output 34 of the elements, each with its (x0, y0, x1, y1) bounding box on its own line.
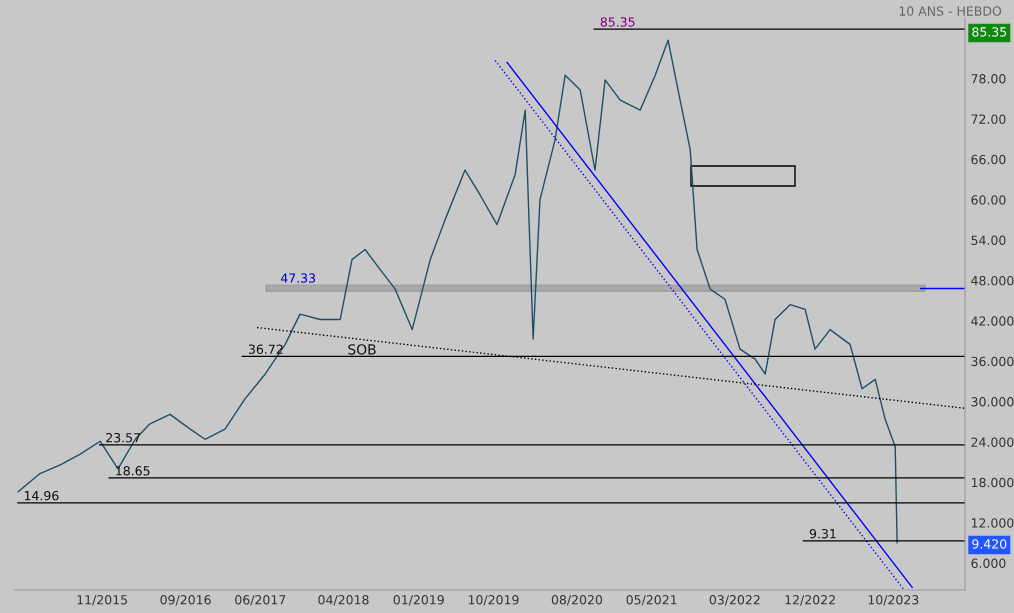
y-tick-label: 30.000 (971, 397, 1014, 407)
text: 10 ANS - HEBDO (899, 6, 1002, 16)
band-label: 47.33 (280, 273, 316, 283)
x-tick-label: 05/2021 (626, 595, 677, 606)
y-tick-label: 78.00 (971, 74, 1006, 84)
ref-line-label: 14.96 (24, 490, 59, 501)
y-tick-label: 66.00 (971, 154, 1006, 165)
ref-line-label: 85.35 (600, 17, 635, 27)
x-tick-label: 08/2020 (551, 595, 603, 606)
y-tick-label: 60.00 (971, 195, 1006, 205)
annotation: SOB (348, 344, 376, 355)
y-tick-label: 36.000 (971, 356, 1014, 367)
x-tick-label: 10/2023 (868, 595, 919, 606)
x-tick-label: 09/2016 (160, 595, 211, 606)
y-tick-label: 48.000 (971, 275, 1014, 286)
y-tick-label: 24.000 (971, 437, 1014, 447)
y-tick-label: 6.000 (971, 558, 1006, 569)
y-tick-label: 42.000 (971, 316, 1014, 326)
ref-line-label: 18.65 (116, 466, 150, 476)
text: 85.35 (972, 27, 1007, 37)
y-tick-label: 54.00 (971, 235, 1006, 245)
x-tick-label: 12/2022 (785, 595, 835, 606)
y-tick-label: 12.000 (971, 518, 1014, 528)
text: 9.420 (972, 539, 1007, 549)
x-tick-label: 06/2017 (235, 595, 286, 606)
y-tick-label: 72.00 (971, 114, 1006, 124)
y-tick-label: 18.000 (971, 477, 1014, 488)
x-tick-label: 11/2015 (77, 595, 127, 606)
x-tick-label: 10/2019 (468, 595, 519, 606)
ref-line-label: 9.31 (809, 528, 836, 539)
x-tick-label: 04/2018 (318, 595, 369, 606)
x-tick-label: 01/2019 (393, 595, 444, 606)
x-tick-label: 03/2022 (709, 595, 760, 606)
line-series (17, 39, 898, 544)
